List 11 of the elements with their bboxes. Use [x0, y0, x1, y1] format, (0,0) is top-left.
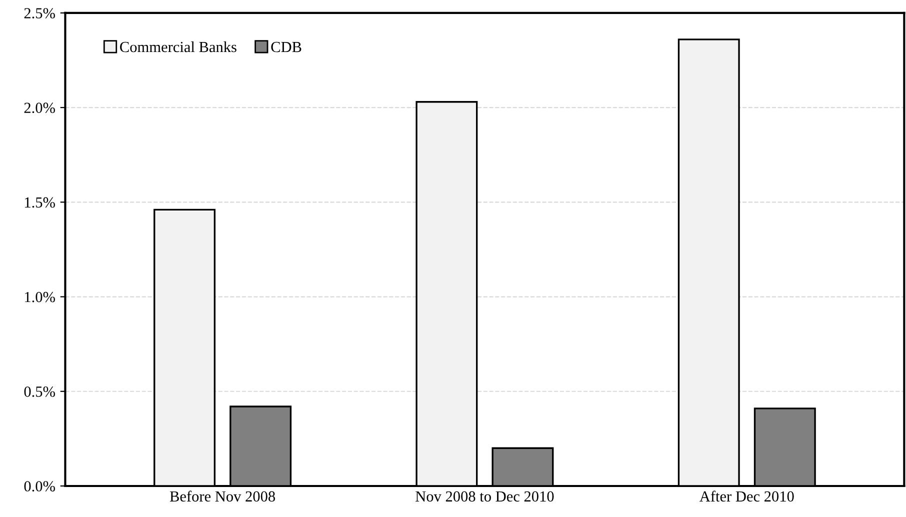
y-tick-label: 2.5% — [24, 8, 55, 18]
y-tick-label: 0.5% — [24, 386, 55, 397]
legend-label: CDB — [271, 42, 302, 52]
y-tick-label: 1.0% — [25, 292, 55, 302]
x-tick-label: Before Nov 2008 — [170, 490, 275, 502]
y-tick-label: 1.5% — [25, 197, 55, 208]
x-tick-label: Nov 2008 to Dec 2010 — [416, 491, 554, 502]
y-tick-label: 0.0% — [24, 481, 55, 492]
y-tick-label: 2.0% — [24, 102, 55, 114]
legend-label: Commercial Banks — [120, 41, 236, 52]
x-tick-label: After Dec 2010 — [700, 490, 794, 502]
